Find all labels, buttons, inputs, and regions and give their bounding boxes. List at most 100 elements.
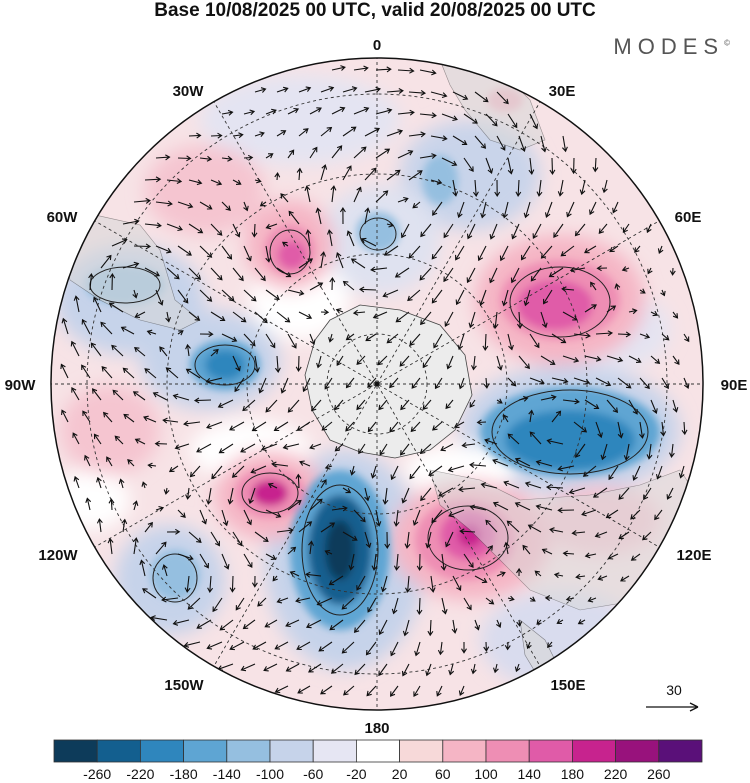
arrow-icon xyxy=(535,459,553,467)
arrow-icon xyxy=(506,520,520,533)
arrow-icon xyxy=(185,487,192,500)
arrow-icon xyxy=(356,355,366,365)
arrow-icon xyxy=(232,311,247,323)
arrow-icon xyxy=(556,618,564,625)
arrow-icon xyxy=(540,245,553,259)
arrow-icon xyxy=(562,355,580,363)
arrow-icon xyxy=(320,164,328,181)
arrow-icon xyxy=(155,200,173,207)
arrow-icon xyxy=(408,131,426,138)
arrow-icon xyxy=(386,129,404,137)
arrow-icon xyxy=(221,333,238,342)
arrow-icon xyxy=(549,527,564,534)
arrow-icon xyxy=(285,663,300,672)
arrow-icon xyxy=(177,155,192,162)
arrow-icon xyxy=(302,377,311,393)
arrow-icon xyxy=(430,179,443,185)
arrow-icon xyxy=(543,289,553,305)
colorbar-swatch xyxy=(96,739,141,763)
arrow-icon xyxy=(660,421,667,437)
arrow-icon xyxy=(295,355,302,372)
arrow-icon xyxy=(199,201,213,210)
arrow-icon xyxy=(438,487,454,497)
arrow-icon xyxy=(132,391,146,401)
lon-label-30e: 30E xyxy=(549,83,576,100)
arrow-icon xyxy=(575,573,586,580)
arrow-icon xyxy=(444,311,454,328)
arrow-icon xyxy=(672,355,680,366)
arrow-icon xyxy=(661,333,670,341)
lon-label-150w: 150W xyxy=(164,677,204,694)
map-disc xyxy=(51,58,703,710)
arrow-icon xyxy=(521,245,531,261)
arrow-icon xyxy=(638,421,645,439)
arrow-icon xyxy=(605,509,619,519)
arrow-icon xyxy=(134,346,146,357)
arrow-icon xyxy=(476,419,487,426)
colorbar-swatch xyxy=(53,739,98,763)
arrow-icon xyxy=(529,431,542,445)
arrow-icon xyxy=(590,281,597,291)
arrow-icon xyxy=(623,443,630,461)
arrow-icon xyxy=(573,332,591,339)
arrow-icon xyxy=(409,465,421,480)
arrow-icon xyxy=(523,289,531,307)
arrow-icon xyxy=(111,238,128,247)
arrow-icon xyxy=(416,597,423,616)
arrow-icon xyxy=(589,201,597,216)
arrow-icon xyxy=(470,663,477,675)
arrow-icon xyxy=(448,509,465,518)
arrow-icon xyxy=(650,310,659,317)
arrow-icon xyxy=(380,575,388,593)
vector-reference: 30 xyxy=(646,682,699,712)
arrow-icon xyxy=(231,465,245,478)
arrow-icon xyxy=(309,498,323,511)
arrow-icon xyxy=(568,487,586,495)
arrow-icon xyxy=(569,266,586,273)
arrow-icon xyxy=(71,387,80,401)
arrow-icon xyxy=(343,685,355,696)
arrow-icon xyxy=(518,395,529,402)
arrow-icon xyxy=(458,486,476,493)
arrow-icon xyxy=(570,157,577,175)
arrow-icon xyxy=(254,87,267,93)
arrow-icon xyxy=(172,393,190,401)
brand-logo: MODES© xyxy=(613,34,730,60)
colorbar-tick-label: 140 xyxy=(518,766,542,782)
arrow-icon xyxy=(584,399,600,410)
arrow-icon xyxy=(628,399,638,415)
arrow-icon xyxy=(540,311,548,329)
arrow-icon xyxy=(496,91,509,105)
arrow-icon xyxy=(217,399,234,408)
arrow-icon xyxy=(85,497,92,511)
arrow-icon xyxy=(320,479,327,489)
arrow-icon xyxy=(118,478,125,489)
arrow-icon xyxy=(546,438,564,445)
arrow-icon xyxy=(372,311,388,319)
arrow-icon xyxy=(646,223,652,234)
colorbar-tick-label: -20 xyxy=(346,766,366,782)
arrow-icon xyxy=(243,245,252,262)
arrow-icon xyxy=(528,157,535,175)
arrow-icon xyxy=(188,267,202,281)
arrow-icon xyxy=(489,267,498,284)
arrow-icon xyxy=(382,289,399,298)
arrow-icon xyxy=(683,377,690,389)
arrow-icon xyxy=(378,663,388,677)
arrow-icon xyxy=(274,685,289,694)
arrow-icon xyxy=(492,458,509,467)
arrow-icon xyxy=(251,223,258,238)
arrow-icon xyxy=(397,109,415,116)
arrow-icon xyxy=(496,135,506,151)
colorbar-tick-label: 180 xyxy=(561,766,585,782)
arrow-icon xyxy=(345,377,355,389)
arrow-icon xyxy=(452,575,462,592)
arrow-icon xyxy=(518,135,527,152)
arrow-icon xyxy=(265,223,278,230)
colorbar-tick-label: -220 xyxy=(126,766,154,782)
arrow-icon xyxy=(70,340,80,357)
arrow-icon xyxy=(565,595,575,602)
arrow-icon xyxy=(592,157,599,173)
arrow-icon xyxy=(188,531,202,543)
arrow-icon xyxy=(507,157,514,175)
